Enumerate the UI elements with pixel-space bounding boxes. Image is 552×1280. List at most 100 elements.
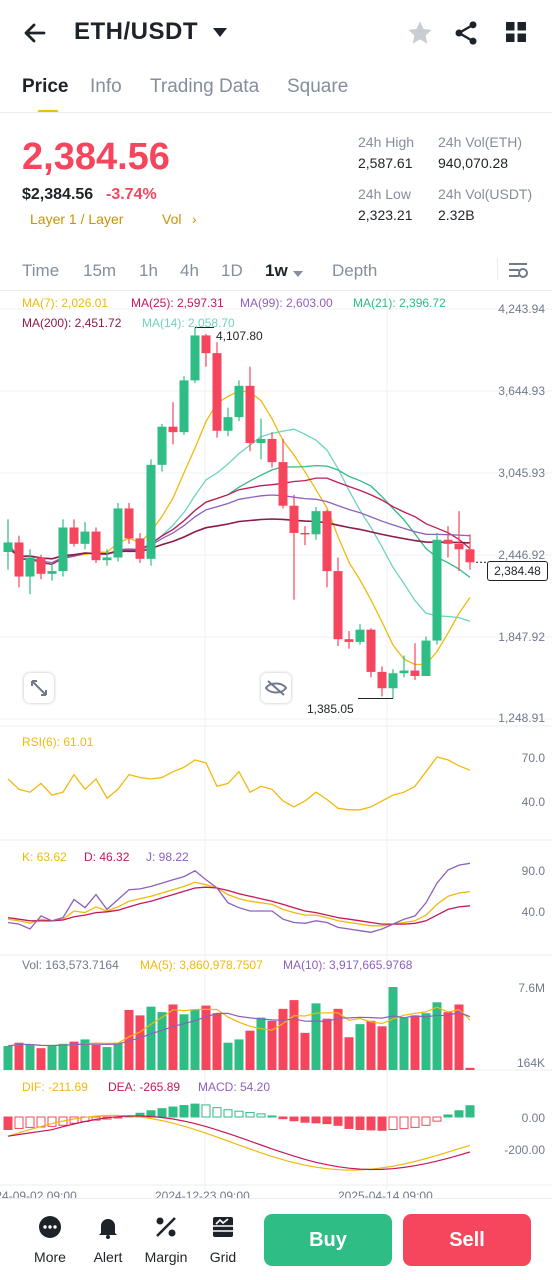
chart-settings-icon[interactable] [507, 260, 529, 285]
candle-body [146, 464, 156, 559]
macd-bar [432, 1116, 442, 1122]
candle-body [212, 353, 222, 431]
volume-bar [14, 1042, 24, 1070]
volume-bar [454, 1004, 464, 1070]
volume-bar [179, 1014, 189, 1070]
macd-bar [344, 1116, 354, 1129]
rsi-label: RSI(6): 61.01 [22, 735, 94, 749]
macd-bar [410, 1116, 420, 1128]
dif-line [7, 1114, 471, 1171]
candle-body [410, 670, 420, 676]
axis-label: 3,644.93 [498, 384, 545, 398]
back-arrow-icon[interactable] [20, 18, 50, 48]
grid-label: Grid [209, 1249, 237, 1265]
macd-bar [168, 1106, 178, 1118]
chevron-right-icon[interactable]: › [192, 211, 197, 227]
margin-button[interactable]: Margin [136, 1214, 196, 1265]
macd-bar [212, 1107, 222, 1118]
macd-bar [245, 1111, 255, 1118]
candle-body [322, 511, 332, 572]
macd-bar [201, 1104, 211, 1118]
vol-usdt-value: 2.32B [438, 207, 475, 223]
margin-label: Margin [144, 1249, 188, 1265]
volume-bar [168, 1004, 178, 1070]
tf-caret-icon[interactable] [292, 265, 304, 283]
volume-bar [135, 1015, 145, 1070]
kdj-axis: 90.0 [521, 864, 545, 878]
macd-bar [3, 1116, 13, 1130]
candle-body [113, 508, 123, 558]
percent-icon [156, 1217, 176, 1237]
alert-button[interactable]: Alert [78, 1214, 138, 1265]
volume-bar [69, 1041, 79, 1070]
volume-bar [366, 1020, 376, 1070]
sell-button[interactable]: Sell [403, 1214, 531, 1266]
tab-trading-data[interactable]: Trading Data [150, 76, 260, 97]
macd-bar [421, 1116, 431, 1126]
volume-bar [432, 1002, 442, 1070]
grid-trading-icon [213, 1217, 233, 1237]
more-button[interactable]: More [20, 1214, 80, 1265]
vol-axis: 7.6M [518, 981, 545, 995]
macd-label: MACD: 54.20 [198, 1080, 271, 1094]
vol-label: Vol: 163,573.7164 [22, 958, 119, 972]
macd-bar [267, 1115, 277, 1118]
buy-button[interactable]: Buy [264, 1214, 392, 1266]
volume-bar [333, 1008, 343, 1070]
tf-15m[interactable]: 15m [83, 261, 117, 280]
tf-4h[interactable]: 4h [180, 261, 199, 280]
vol-tag[interactable]: Vol [162, 211, 182, 227]
macd-bar [377, 1116, 387, 1131]
hide-indicator-icon[interactable] [261, 673, 291, 703]
share-icon[interactable] [452, 19, 480, 52]
tf-1h[interactable]: 1h [139, 261, 158, 280]
tab-info[interactable]: Info [90, 76, 122, 97]
vol-eth-label: 24h Vol(ETH) [438, 134, 523, 150]
macd-bar [465, 1105, 475, 1118]
ma14-label: MA(14): 2,058.70 [142, 316, 235, 330]
tab-price[interactable]: Price [22, 76, 69, 97]
caret-down-icon[interactable] [212, 25, 228, 43]
macd-bar [333, 1116, 343, 1126]
high-value: 2,587.61 [358, 155, 413, 171]
tf-1w[interactable]: 1w [265, 261, 288, 280]
volume-bar [124, 1009, 134, 1070]
candle-body [300, 532, 310, 535]
volume-bar [267, 1020, 277, 1070]
macd-bar [256, 1113, 266, 1118]
macd-bar [300, 1116, 310, 1123]
macd-bar [355, 1116, 365, 1130]
tf-1d[interactable]: 1D [221, 261, 243, 280]
volume-bar [3, 1045, 13, 1070]
macd-bar [443, 1114, 453, 1118]
volume-bar [245, 1030, 255, 1070]
price-chart[interactable] [0, 291, 552, 1196]
dif-label: DIF: -211.69 [22, 1080, 88, 1094]
tab-square[interactable]: Square [287, 76, 349, 97]
expand-icon[interactable] [24, 673, 54, 703]
macd-bar [278, 1116, 288, 1120]
macd-bar [190, 1103, 200, 1118]
divider [0, 290, 552, 291]
grid-icon[interactable] [504, 20, 528, 49]
volume-bar [47, 1045, 57, 1070]
tf-depth[interactable]: Depth [332, 261, 378, 280]
candle-body [443, 539, 453, 544]
alert-label: Alert [93, 1249, 123, 1265]
macd-bar [454, 1110, 464, 1118]
ma200-line [7, 518, 471, 560]
volume-bar [256, 1017, 266, 1070]
volume-bar [58, 1043, 68, 1070]
axis-label: 1,248.91 [498, 711, 545, 725]
kdj-line [7, 862, 471, 933]
pair-title[interactable]: ETH/USDT [74, 18, 198, 45]
category-tag[interactable]: Layer 1 / Layer [30, 211, 124, 227]
macd-bar [157, 1108, 167, 1118]
more-label: More [34, 1249, 66, 1265]
tf-time[interactable]: Time [22, 261, 60, 280]
star-icon[interactable] [406, 19, 434, 52]
grid-button[interactable]: Grid [193, 1214, 253, 1265]
volume-bar [289, 1000, 299, 1070]
more-icon [39, 1216, 61, 1238]
candle-body [289, 505, 299, 533]
